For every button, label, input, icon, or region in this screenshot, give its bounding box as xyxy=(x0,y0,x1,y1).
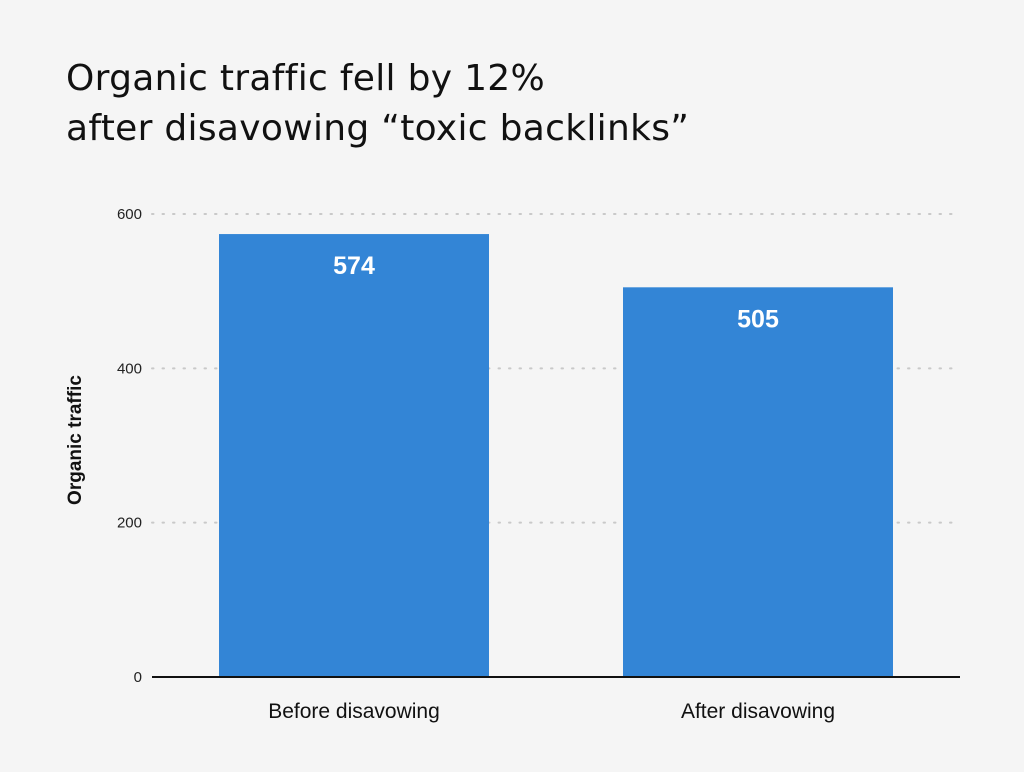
y-tick-label: 600 xyxy=(117,206,142,223)
chart-title: Organic traffic fell by 12% after disavo… xyxy=(66,54,966,154)
bar xyxy=(623,287,893,677)
chart-title-line2: after disavowing “toxic backlinks” xyxy=(66,108,690,149)
chart-title-line1: Organic traffic fell by 12% xyxy=(66,58,546,99)
y-tick-label: 400 xyxy=(117,360,142,377)
data-label: 574 xyxy=(333,252,375,280)
bar xyxy=(219,234,489,677)
x-tick-label: Before disavowing xyxy=(268,700,440,723)
x-tick-label: After disavowing xyxy=(681,700,835,723)
y-tick-label: 200 xyxy=(117,515,142,532)
data-label: 505 xyxy=(737,305,779,333)
y-tick-label: 0 xyxy=(134,669,142,686)
